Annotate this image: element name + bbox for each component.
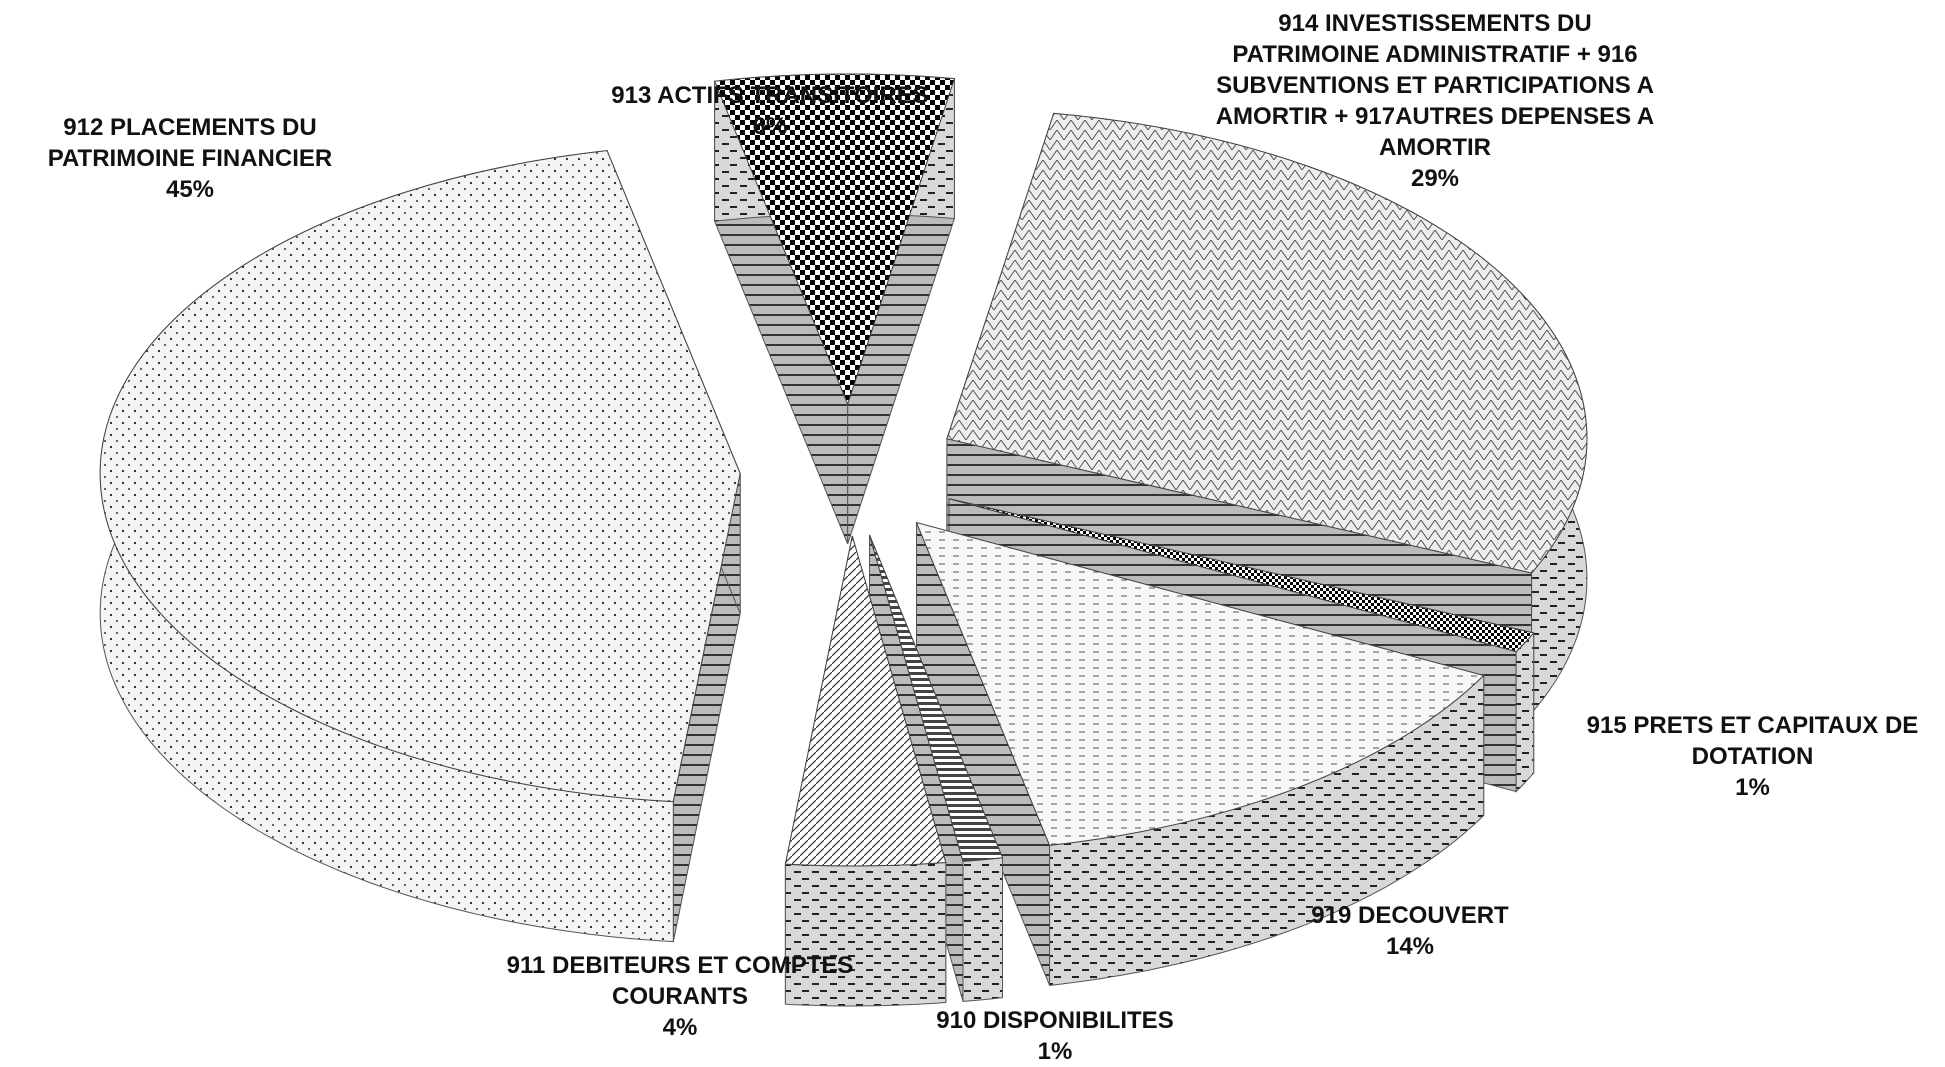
label-913: 913 ACTIFS TRANSITOIRES 6%	[611, 82, 929, 140]
label-911: 911 DEBITEURS ET COMPTES COURANTS 4%	[506, 952, 854, 1041]
slice	[915, 521, 1485, 846]
label-912: 912 PLACEMENTS DU PATRIMOINE FINANCIER 45…	[47, 114, 333, 203]
slice	[99, 150, 741, 803]
slice	[784, 535, 947, 867]
label-919: 919 DECOUVERT 14%	[1311, 902, 1509, 960]
slice	[948, 498, 1535, 653]
slice-side	[1515, 631, 1535, 793]
label-910: 910 DISPONIBILITES 1%	[936, 1007, 1174, 1065]
label-915: 915 PRETS ET CAPITAUX DE DOTATION 1%	[1586, 712, 1919, 801]
slice	[868, 534, 1004, 862]
slice	[946, 112, 1588, 574]
slice	[713, 73, 956, 406]
label-914: 914 INVESTISSEMENTS DU PATRIMOINE ADMINI…	[1215, 10, 1655, 192]
slice-side	[962, 857, 1003, 1002]
